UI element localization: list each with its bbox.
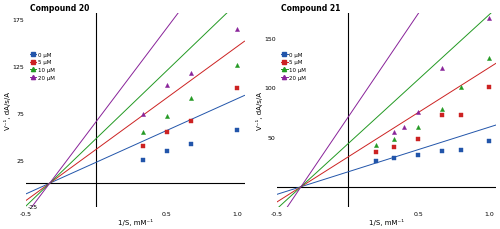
Text: Compound 21: Compound 21: [282, 4, 341, 13]
Y-axis label: V⁻¹, dA/s/A: V⁻¹, dA/s/A: [4, 91, 11, 129]
Text: Compound 20: Compound 20: [30, 4, 90, 13]
Text: -25: -25: [28, 204, 38, 209]
X-axis label: 1/S, mM⁻¹: 1/S, mM⁻¹: [118, 218, 152, 225]
Y-axis label: V⁻¹, dA/s/A: V⁻¹, dA/s/A: [256, 91, 262, 129]
X-axis label: 1/S, mM⁻¹: 1/S, mM⁻¹: [369, 218, 404, 225]
Legend: 0 μM, 5 μM, 10 μM, 20 μM: 0 μM, 5 μM, 10 μM, 20 μM: [28, 51, 56, 82]
Legend: 0 μM, 5 μM, 10 μM, 20 μM: 0 μM, 5 μM, 10 μM, 20 μM: [280, 51, 307, 82]
